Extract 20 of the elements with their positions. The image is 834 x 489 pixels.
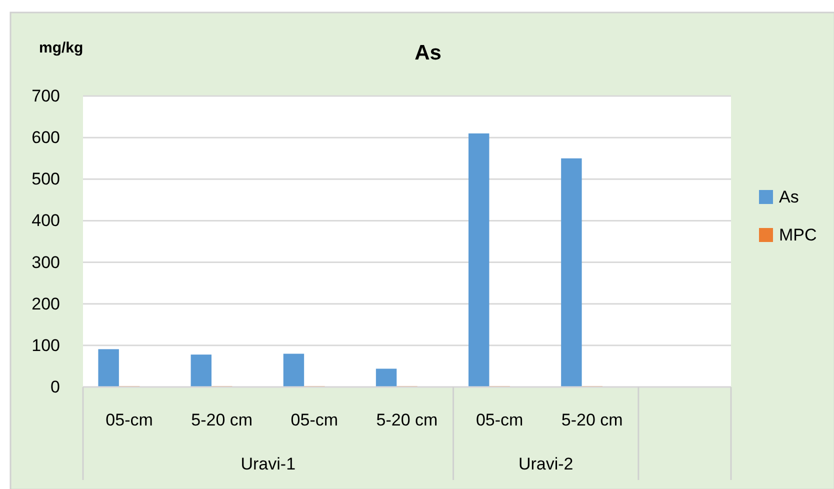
chart-title: As xyxy=(414,42,442,64)
y-tick-label: 200 xyxy=(32,294,60,314)
x-tick-label: 05-cm xyxy=(476,410,524,430)
y-tick-label: 0 xyxy=(50,378,60,396)
y-axis-title: mg/kg xyxy=(39,40,84,56)
y-tick-label: 400 xyxy=(32,211,60,230)
legend-label: MPC xyxy=(779,226,817,244)
y-tick-label: 300 xyxy=(32,252,60,272)
text: Uravi-2 xyxy=(518,454,574,474)
x-tick-label: 5-20 cm xyxy=(376,410,438,430)
x-tick-label: 05-cm xyxy=(290,410,338,430)
x-tick-label: 05-cm xyxy=(106,410,153,430)
x-tick-label: 5-20 cm xyxy=(561,410,623,430)
y-tick-label: 700 xyxy=(32,86,60,106)
legend-label: As xyxy=(779,188,799,206)
text: Uravi-1 xyxy=(240,454,296,474)
y-tick-label: 600 xyxy=(32,128,60,148)
x-tick-label: 5-20 cm xyxy=(191,410,253,430)
y-tick-label: 100 xyxy=(32,336,60,355)
y-tick-label: 500 xyxy=(32,170,60,189)
